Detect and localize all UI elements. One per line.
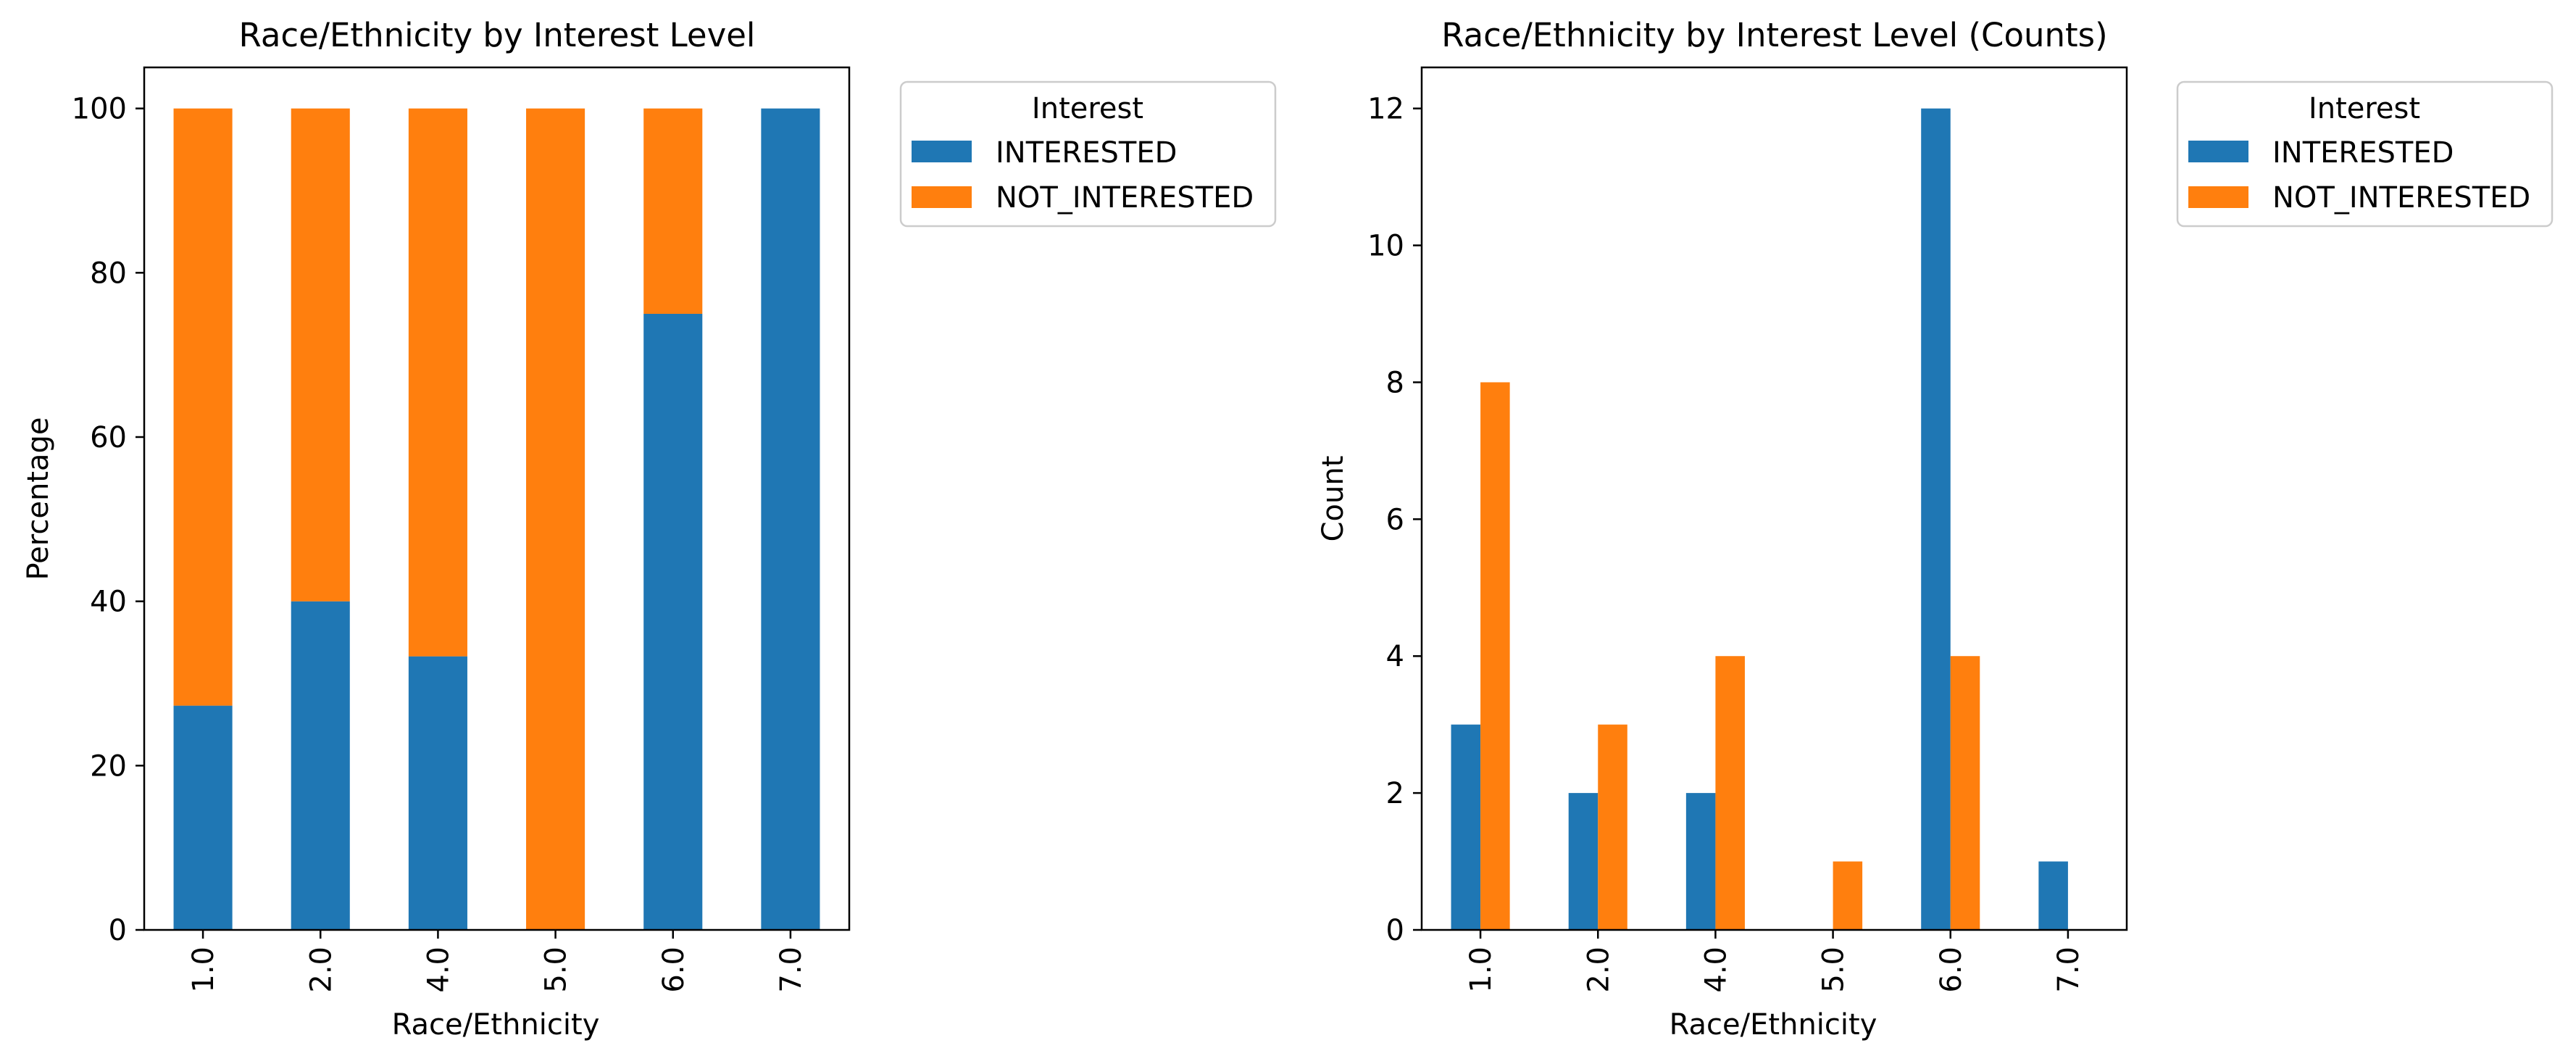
chart2-y-tick-label: 4 — [1386, 640, 1404, 673]
counts-chart: Race/Ethnicity by Interest Level (Counts… — [1317, 16, 2554, 1042]
chart2-bar-not-interested-0 — [1480, 382, 1510, 930]
chart1-bar-not-interested-1 — [291, 108, 350, 602]
chart1-bar-interested-1 — [291, 601, 350, 930]
chart1-x-tick-label: 6.0 — [657, 947, 691, 993]
chart1-title: Race/Ethnicity by Interest Level — [239, 16, 756, 54]
chart2-x-tick-label: 2.0 — [1582, 947, 1615, 993]
chart2-bar-interested-5 — [2038, 861, 2068, 930]
chart2-y-ticks: 0 2 4 6 8 10 12 — [1367, 93, 1422, 947]
chart1-x-ticks: 1.0 2.0 4.0 5.0 6.0 7.0 — [187, 930, 808, 993]
chart1-y-tick-label: 100 — [72, 93, 127, 126]
chart2-legend-swatch-not-interested — [2188, 186, 2248, 208]
chart1-x-tick-label: 7.0 — [775, 947, 808, 993]
chart1-bar-interested-0 — [173, 705, 233, 930]
chart1-bars — [173, 108, 820, 931]
chart1-bar-interested-4 — [643, 314, 703, 930]
chart1-y-axis-label: Percentage — [22, 417, 55, 580]
chart1-legend-label-not-interested: NOT_INTERESTED — [996, 181, 1254, 215]
chart2-bar-not-interested-2 — [1715, 656, 1745, 930]
chart1-bar-not-interested-4 — [643, 108, 703, 314]
chart2-legend-title: Interest — [2309, 92, 2420, 125]
chart2-y-axis-label: Count — [1317, 456, 1350, 542]
chart2-y-tick-label: 0 — [1386, 914, 1404, 947]
chart2-x-tick-label: 6.0 — [1935, 947, 1968, 993]
chart2-x-tick-label: 5.0 — [1817, 947, 1851, 993]
chart2-legend-frame — [2176, 80, 2554, 228]
chart1-legend: Interest INTERESTED NOT_INTERESTED — [899, 80, 1277, 228]
chart2-bar-interested-4 — [1921, 108, 1951, 931]
chart1-y-tick-label: 60 — [90, 421, 127, 454]
chart2-y-tick-label: 8 — [1386, 366, 1404, 399]
chart2-legend-label-not-interested: NOT_INTERESTED — [2272, 181, 2530, 215]
chart1-y-tick-label: 80 — [90, 257, 127, 290]
chart2-y-tick-label: 2 — [1386, 777, 1404, 810]
chart2-bars — [1451, 108, 2068, 931]
chart2-y-tick-label: 6 — [1386, 503, 1404, 536]
chart2-bar-not-interested-1 — [1598, 724, 1627, 930]
chart2-bar-not-interested-4 — [1950, 656, 1980, 930]
chart1-y-tick-label: 40 — [90, 586, 127, 619]
chart1-bar-interested-2 — [408, 656, 467, 930]
chart2-x-tick-label: 4.0 — [1699, 947, 1733, 993]
chart1-y-tick-label: 0 — [109, 914, 127, 947]
chart2-bar-interested-0 — [1451, 724, 1481, 930]
chart1-x-tick-label: 1.0 — [187, 947, 220, 993]
chart2-y-tick-label: 10 — [1367, 230, 1404, 263]
chart1-bar-interested-5 — [761, 108, 820, 931]
chart1-bar-not-interested-3 — [526, 108, 585, 931]
chart2-x-ticks: 1.0 2.0 4.0 5.0 6.0 7.0 — [1464, 930, 2085, 993]
chart1-x-axis-label: Race/Ethnicity — [392, 1008, 600, 1042]
chart1-plot-frame — [143, 66, 851, 931]
chart1-legend-frame — [899, 80, 1277, 228]
chart2-x-axis-label: Race/Ethnicity — [1670, 1008, 1877, 1042]
chart2-legend: Interest INTERESTED NOT_INTERESTED — [2176, 80, 2554, 228]
chart2-x-tick-label: 7.0 — [2052, 947, 2085, 993]
chart1-bar-not-interested-0 — [173, 108, 233, 706]
chart1-legend-swatch-not-interested — [912, 186, 972, 208]
chart2-y-tick-label: 12 — [1367, 93, 1404, 126]
chart2-legend-swatch-interested — [2188, 141, 2248, 162]
chart2-bar-interested-1 — [1568, 793, 1598, 930]
percentage-chart: Race/Ethnicity by Interest Level 0 20 40 60… — [22, 16, 1277, 1042]
chart1-x-tick-label: 2.0 — [304, 947, 338, 993]
chart1-bar-not-interested-2 — [408, 108, 467, 657]
chart2-legend-label-interested: INTERESTED — [2272, 136, 2454, 170]
chart2-title: Race/Ethnicity by Interest Level (Counts… — [1441, 16, 2107, 54]
chart2-bar-interested-2 — [1685, 793, 1716, 930]
chart2-bar-not-interested-3 — [1833, 861, 1863, 930]
chart1-x-tick-label: 4.0 — [422, 947, 455, 993]
chart1-y-tick-label: 20 — [90, 749, 127, 783]
chart2-plot-frame — [1420, 66, 2128, 931]
chart1-legend-title: Interest — [1032, 92, 1143, 125]
chart2-x-tick-label: 1.0 — [1464, 947, 1498, 993]
chart1-y-ticks: 0 20 40 60 80 100 — [72, 93, 144, 947]
chart1-legend-swatch-interested — [912, 141, 972, 162]
chart1-x-tick-label: 5.0 — [540, 947, 573, 993]
chart1-legend-label-interested: INTERESTED — [996, 136, 1177, 170]
